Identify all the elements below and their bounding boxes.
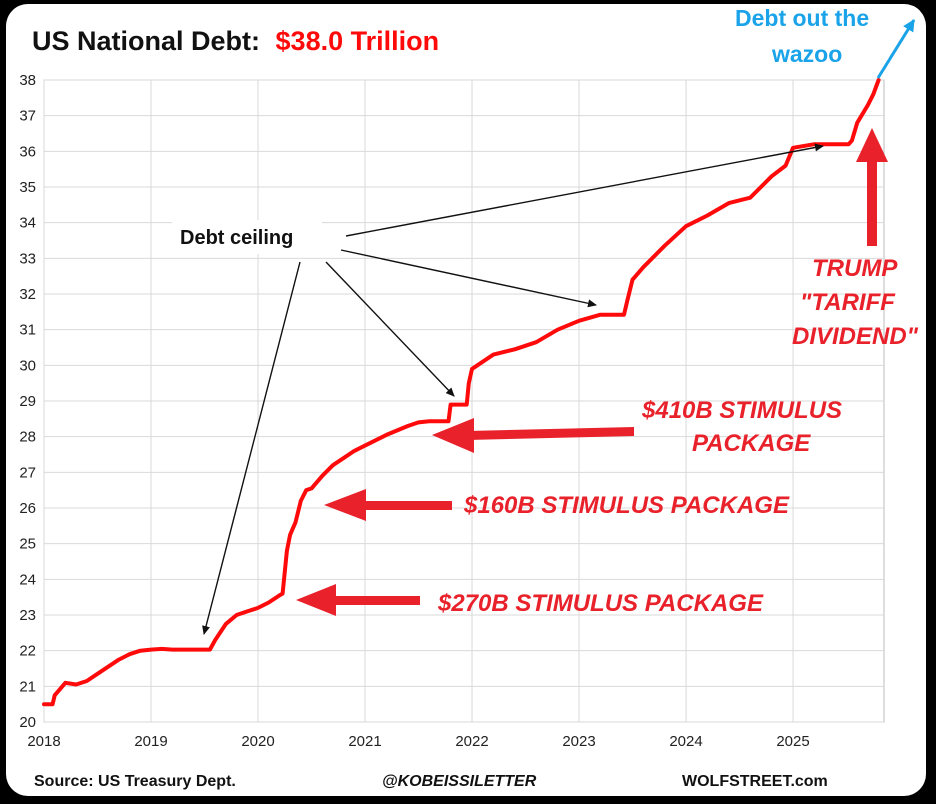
stimulus-270-arrow-shaft bbox=[326, 596, 420, 605]
debt-line-chart: US National Debt: $38.0 Trillion 2021222… bbox=[19, 5, 920, 790]
y-tick-label: 38 bbox=[19, 72, 36, 89]
chart-title: US National Debt: $38.0 Trillion bbox=[32, 26, 439, 56]
stimulus-160-arrow-head bbox=[324, 489, 366, 521]
y-tick-label: 23 bbox=[19, 607, 36, 624]
debt-ceiling-arrow-2025 bbox=[345, 143, 824, 237]
x-tick-label: 2025 bbox=[776, 733, 809, 750]
y-tick-label: 33 bbox=[19, 250, 36, 267]
trump-label-line1: TRUMP bbox=[812, 255, 898, 282]
debt-series-line bbox=[42, 78, 881, 707]
debt-ceiling-arrow-2023 bbox=[340, 249, 597, 308]
y-tick-label: 22 bbox=[19, 643, 36, 660]
chart-title-prefix: US National Debt: bbox=[32, 26, 260, 56]
tariff-arrow-shaft bbox=[867, 154, 877, 246]
y-tick-label: 20 bbox=[19, 714, 36, 731]
y-tick-label: 37 bbox=[19, 108, 36, 125]
stimulus-410-label-line1: $410B STIMULUS bbox=[641, 397, 842, 424]
trump-label-line2: "TARIFF bbox=[800, 289, 896, 316]
chart-title-value: $38.0 Trillion bbox=[276, 26, 440, 56]
trump-label-line3: DIVIDEND" bbox=[792, 323, 919, 350]
y-tick-label: 32 bbox=[19, 286, 36, 303]
x-tick-label: 2020 bbox=[241, 733, 274, 750]
chart-card: US National Debt: $38.0 Trillion 20 21 22 2… bbox=[6, 4, 926, 796]
wazoo-arrow bbox=[876, 19, 916, 79]
gridlines bbox=[43, 79, 884, 723]
y-tick-label: 27 bbox=[19, 464, 36, 481]
stimulus-270-arrow bbox=[296, 584, 420, 616]
y-tick-label: 30 bbox=[19, 357, 36, 374]
y-tick-label: 24 bbox=[19, 571, 36, 588]
debt-ceiling-arrow-2021 bbox=[325, 261, 455, 397]
stimulus-160-label: $160B STIMULUS PACKAGE bbox=[463, 492, 790, 519]
wazoo-label-line1: Debt out the bbox=[735, 5, 869, 31]
x-tick-label: 2022 bbox=[455, 733, 488, 750]
footer-handle: @KOBEISSILETTER bbox=[382, 773, 537, 790]
tariff-arrow-head bbox=[856, 128, 888, 162]
x-tick-label: 2019 bbox=[134, 733, 167, 750]
wazoo-label-line2: wazoo bbox=[771, 41, 842, 67]
debt-ceiling-label: Debt ceiling bbox=[180, 227, 293, 249]
y-tick-label: 36 bbox=[19, 143, 36, 160]
y-tick-label: 21 bbox=[19, 678, 36, 695]
y-tick-label: 31 bbox=[19, 322, 36, 339]
x-tick-label: 2023 bbox=[562, 733, 595, 750]
stimulus-410-arrow bbox=[432, 418, 634, 453]
y-axis-ticks: 20 21 22 23 24 25 26 27 28 29 30 31 32 33 34 35 36 37 38 bbox=[19, 72, 36, 731]
y-tick-label: 28 bbox=[19, 429, 36, 446]
tariff-dividend-arrow bbox=[856, 128, 888, 246]
x-tick-label: 2021 bbox=[348, 733, 381, 750]
footer-source: Source: US Treasury Dept. bbox=[34, 773, 236, 790]
stimulus-160-arrow bbox=[324, 489, 452, 521]
stimulus-410-label-line2: PACKAGE bbox=[692, 430, 811, 457]
footer-site: WOLFSTREET.com bbox=[682, 773, 828, 790]
y-tick-label: 35 bbox=[19, 179, 36, 196]
stimulus-270-arrow-head bbox=[296, 584, 336, 616]
y-tick-label: 26 bbox=[19, 500, 36, 517]
stimulus-160-arrow-shaft bbox=[356, 501, 452, 510]
debt-ceiling-arrow-2019 bbox=[202, 261, 301, 635]
x-tick-label: 2018 bbox=[27, 733, 60, 750]
y-tick-label: 25 bbox=[19, 536, 36, 553]
stimulus-410-arrow-head bbox=[432, 418, 474, 453]
y-tick-label: 29 bbox=[19, 393, 36, 410]
stimulus-270-label: $270B STIMULUS PACKAGE bbox=[437, 590, 764, 617]
stimulus-410-arrow-shaft bbox=[468, 427, 634, 440]
y-tick-label: 34 bbox=[19, 215, 36, 232]
series-layer bbox=[42, 78, 881, 707]
x-tick-label: 2024 bbox=[669, 733, 702, 750]
debt-ceiling-label-bg bbox=[172, 220, 322, 254]
x-axis-ticks: 2018 2019 2020 2021 2022 2023 2024 2025 bbox=[27, 733, 809, 750]
